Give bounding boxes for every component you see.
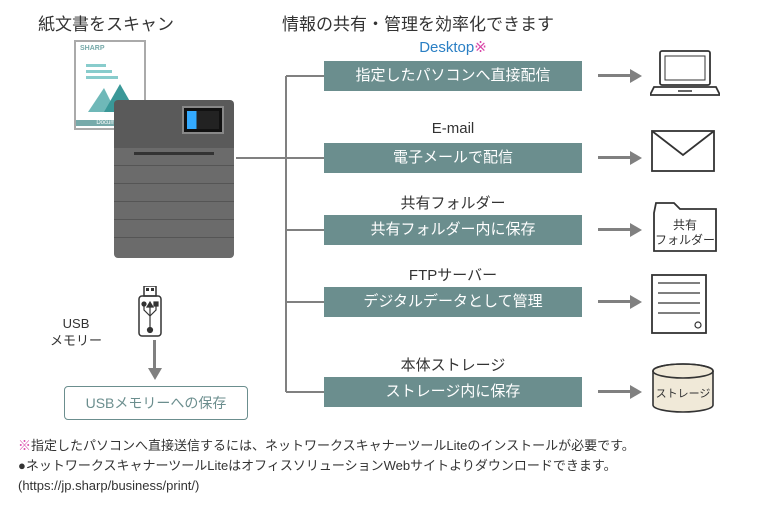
dest-box-4: ストレージ内に保存 bbox=[324, 377, 582, 407]
printer-screen-icon bbox=[182, 106, 224, 134]
dest-title-4: 本体ストレージ bbox=[324, 354, 582, 375]
folder-icon: 共有フォルダー bbox=[650, 201, 720, 262]
storage-icon: ストレージ bbox=[650, 363, 716, 420]
document-brand: SHARP bbox=[80, 45, 105, 52]
dest-title-0: Desktop※ bbox=[324, 38, 582, 56]
envelope-icon bbox=[650, 129, 716, 178]
dest-box-1: 電子メールで配信 bbox=[324, 143, 582, 173]
svg-text:共有: 共有 bbox=[673, 218, 697, 232]
footnote-line: ※指定したパソコンへ直接送信するには、ネットワークスキャナーツールLiteのイン… bbox=[18, 436, 748, 456]
dest-title-3: FTPサーバー bbox=[324, 264, 582, 285]
multifunction-printer-icon bbox=[114, 100, 234, 258]
usb-stick-icon bbox=[136, 286, 164, 338]
usb-save-node: USBメモリーへの保存 bbox=[64, 386, 248, 420]
server-icon bbox=[650, 273, 708, 340]
arrow-down-usb bbox=[150, 340, 160, 380]
footnotes: ※指定したパソコンへ直接送信するには、ネットワークスキャナーツールLiteのイン… bbox=[18, 436, 748, 496]
dest-box-3: デジタルデータとして管理 bbox=[324, 287, 582, 317]
arrow-right-3 bbox=[598, 297, 642, 307]
footnote-line: ●ネットワークスキャナーツールLiteはオフィスソリューションWebサイトよりダ… bbox=[18, 456, 748, 476]
dest-title-1: E-mail bbox=[324, 120, 582, 137]
laptop-icon bbox=[650, 47, 720, 104]
footnote-line: (https://jp.sharp/business/print/) bbox=[18, 476, 748, 496]
dest-box-0: 指定したパソコンへ直接配信 bbox=[324, 61, 582, 91]
svg-text:フォルダー: フォルダー bbox=[655, 232, 715, 247]
asterisk-icon: ※ bbox=[474, 39, 487, 56]
arrow-right-4 bbox=[598, 387, 642, 397]
title-right: 情報の共有・管理を効率化できます bbox=[282, 10, 554, 35]
diagram-canvas: 紙文書をスキャン 情報の共有・管理を効率化できます SHARP Document bbox=[0, 0, 766, 512]
arrow-right-2 bbox=[598, 225, 642, 235]
dest-title-2: 共有フォルダー bbox=[324, 192, 582, 213]
arrow-right-1 bbox=[598, 153, 642, 163]
document-lines-icon bbox=[86, 64, 118, 82]
usb-label: USBメモリー bbox=[50, 316, 102, 350]
dest-box-2: 共有フォルダー内に保存 bbox=[324, 215, 582, 245]
svg-text:ストレージ: ストレージ bbox=[656, 388, 711, 400]
title-left: 紙文書をスキャン bbox=[38, 10, 174, 35]
arrow-right-0 bbox=[598, 71, 642, 81]
